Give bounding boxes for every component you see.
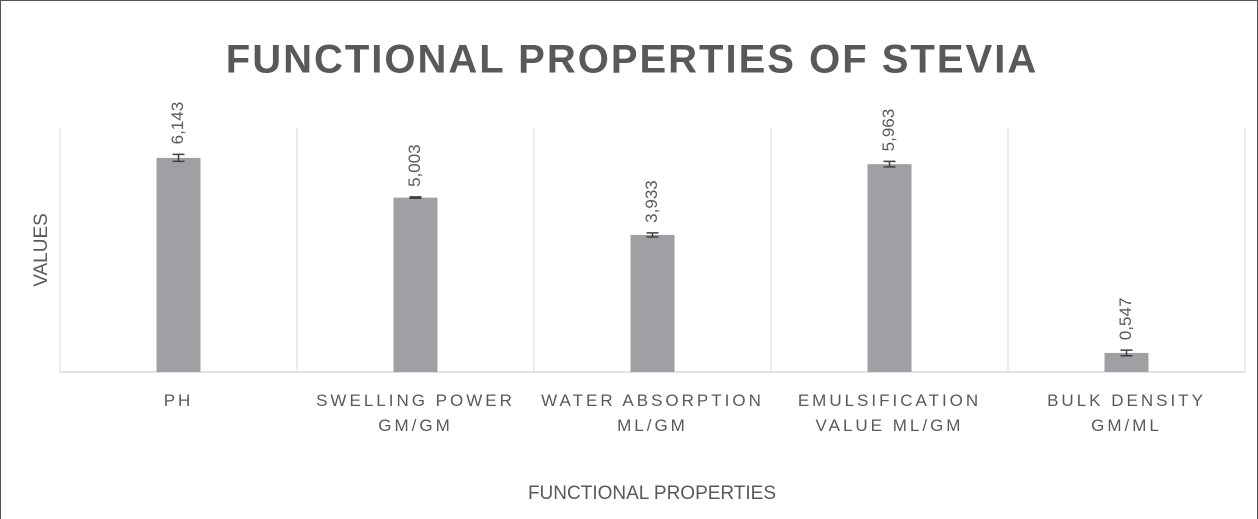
bar <box>393 197 438 372</box>
bar <box>1104 352 1149 372</box>
x-axis-label: FUNCTIONAL PROPERTIES <box>528 483 776 504</box>
error-bar <box>172 153 185 163</box>
x-tick-label: WATER ABSORPTION ML/GM <box>541 391 764 435</box>
y-axis-label: VALUES <box>31 213 52 287</box>
error-bar <box>883 160 896 168</box>
error-bar <box>409 196 422 200</box>
bar <box>630 234 675 372</box>
x-tick-label: BULK DENSITY GM/ML <box>1047 391 1206 435</box>
x-tick-label: PH <box>163 391 194 410</box>
data-label: 6,143 <box>168 102 187 145</box>
data-label: 5,003 <box>405 144 424 187</box>
bar <box>867 164 912 372</box>
bar <box>156 157 201 372</box>
data-label: 0,547 <box>1116 298 1135 341</box>
data-label: 5,963 <box>879 109 898 152</box>
error-bar <box>646 232 659 238</box>
x-tick-label: SWELLING POWER GM/GM <box>316 391 515 435</box>
error-bar <box>1120 349 1133 357</box>
x-tick-label: EMULSIFICATION VALUE ML/GM <box>797 391 982 435</box>
data-label: 3,933 <box>642 180 661 223</box>
chart-title: FUNCTIONAL PROPERTIES OF STEVIA <box>226 38 1038 82</box>
